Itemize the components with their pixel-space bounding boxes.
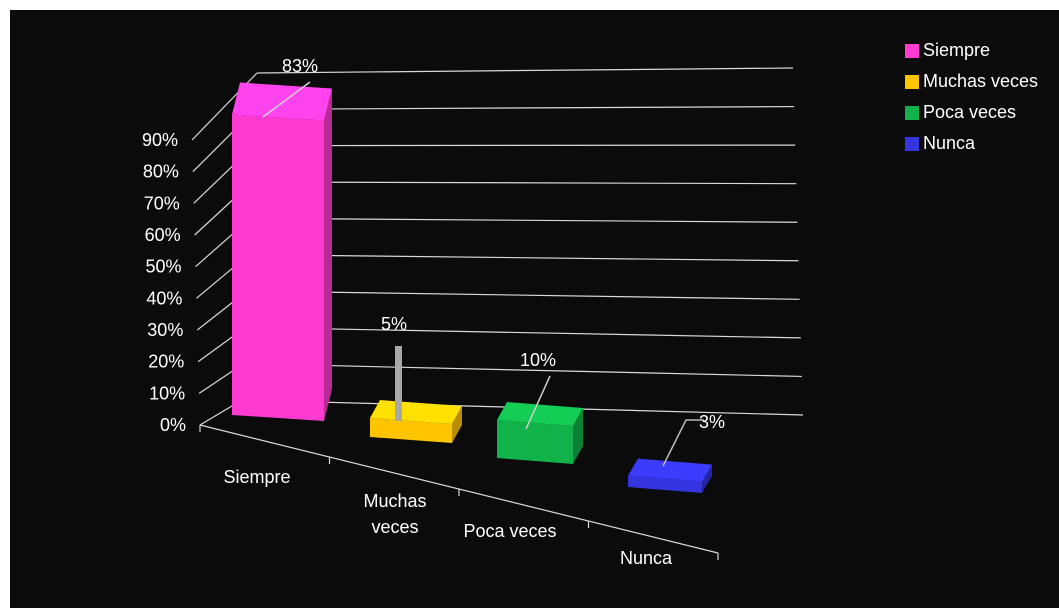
data-label: 83% <box>282 56 318 76</box>
bar-top-face <box>370 399 462 424</box>
bar-top-face <box>497 401 583 426</box>
bar-side-face <box>452 405 462 443</box>
y-tick-label: 20% <box>148 352 184 372</box>
bars <box>232 82 712 493</box>
legend-swatch <box>905 44 919 58</box>
leader-line <box>395 346 402 421</box>
gridline <box>248 254 799 262</box>
y-tick-label: 80% <box>143 162 179 182</box>
data-labels: 83% 5% 10% 3% <box>262 56 725 467</box>
y-tick-label: 70% <box>144 193 180 213</box>
legend-label: Poca veces <box>923 102 1017 122</box>
bar-muchas-veces[interactable] <box>370 399 462 443</box>
leader-line <box>662 419 704 467</box>
y-tick-labels: 0% 10% 20% 30% 40% 50% 60% 70% 80% 90% <box>142 130 186 435</box>
leader-line <box>525 375 551 430</box>
legend-swatch <box>905 75 919 89</box>
y-tick-label: 40% <box>146 288 182 308</box>
chart-frame: 0% 10% 20% 30% 40% 50% 60% 70% 80% 90% 83% 5% 10% 3%… <box>10 10 1059 608</box>
bar-top-face <box>628 458 712 482</box>
bar-front-face <box>370 417 452 443</box>
legend-label: Siempre <box>923 40 991 60</box>
legend-swatch <box>905 106 919 120</box>
gridline <box>250 217 798 223</box>
x-tick-label: Nunca <box>620 548 673 568</box>
gridline <box>253 144 796 147</box>
bar-front-face <box>497 419 573 464</box>
x-tick-label: veces <box>371 517 418 537</box>
y-tick-label: 60% <box>145 225 181 245</box>
gridlines <box>191 67 804 426</box>
bar-side-face <box>324 88 332 421</box>
bar-side-face <box>702 464 712 493</box>
gridline <box>245 326 801 339</box>
bar-chart-3d: 0% 10% 20% 30% 40% 50% 60% 70% 80% 90% 83% 5% 10% 3%… <box>142 56 804 568</box>
gridline <box>246 290 800 300</box>
data-label: 10% <box>520 350 556 370</box>
bar-nunca[interactable] <box>628 458 712 493</box>
bar-front-face <box>232 114 324 421</box>
x-tick-label: Muchas <box>363 491 426 511</box>
y-tick-label: 0% <box>160 415 186 435</box>
leader-line <box>262 81 311 118</box>
y-tick-label: 10% <box>149 383 185 403</box>
y-tick-label: 90% <box>142 130 178 150</box>
legend-label: Nunca <box>923 133 976 153</box>
x-tick-label: Siempre <box>223 467 290 487</box>
legend-swatch <box>905 137 919 151</box>
gridline <box>243 363 802 378</box>
legend-label: Muchas veces <box>923 71 1039 91</box>
gridline <box>251 181 797 185</box>
bar-poca-veces[interactable] <box>497 401 583 464</box>
gridline <box>256 67 794 74</box>
x-tick-labels: Siempre Muchas veces Poca veces Nunca <box>223 467 673 568</box>
bar-siempre[interactable] <box>232 82 332 421</box>
y-tick-label: 50% <box>146 257 182 277</box>
x-tick-label: Poca veces <box>463 521 556 541</box>
gridline <box>255 105 795 110</box>
y-tick-label: 30% <box>147 320 183 340</box>
bar-front-face <box>628 475 702 493</box>
data-label: 5% <box>381 314 407 334</box>
bar-side-face <box>573 407 583 464</box>
bar-top-face <box>232 82 332 121</box>
axes <box>199 424 719 560</box>
data-label: 3% <box>699 412 725 432</box>
